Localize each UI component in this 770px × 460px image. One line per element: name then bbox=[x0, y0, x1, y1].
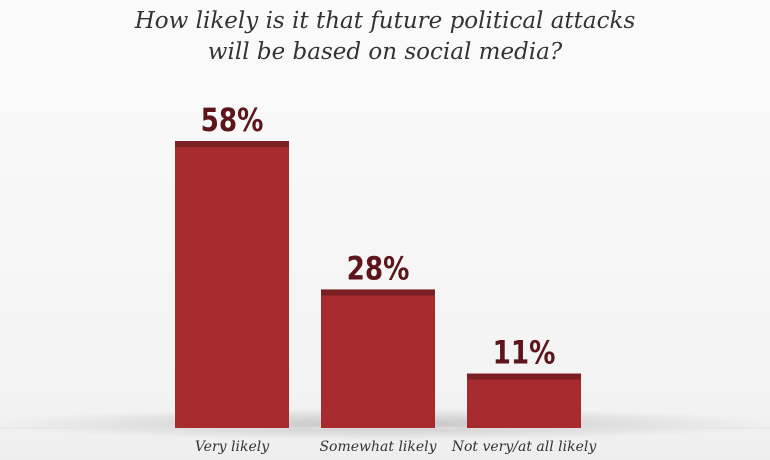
bars-group bbox=[175, 141, 581, 428]
category-label-2: Not very/at all likely bbox=[451, 439, 598, 455]
value-labels-group: 58% 28% 11% bbox=[201, 101, 556, 371]
value-label-2: 11% bbox=[493, 334, 556, 371]
value-label-1: 28% bbox=[347, 250, 410, 287]
bar-cap-1 bbox=[321, 289, 435, 296]
chart-title-line-1: How likely is it that future political a… bbox=[134, 8, 636, 34]
bar-cap-2 bbox=[467, 373, 581, 380]
bar-cap-0 bbox=[175, 141, 289, 147]
value-label-0: 58% bbox=[201, 101, 264, 138]
category-label-0: Very likely bbox=[195, 439, 270, 455]
chart-title-line-2: will be based on social media? bbox=[207, 39, 563, 65]
bar-1 bbox=[321, 289, 435, 428]
chart-title: How likely is it that future political a… bbox=[0, 6, 770, 68]
category-labels-group: Very likely Somewhat likely Not very/at al… bbox=[195, 439, 598, 455]
bar-2 bbox=[467, 373, 581, 428]
category-label-1: Somewhat likely bbox=[319, 439, 437, 455]
bar-0 bbox=[175, 141, 289, 428]
